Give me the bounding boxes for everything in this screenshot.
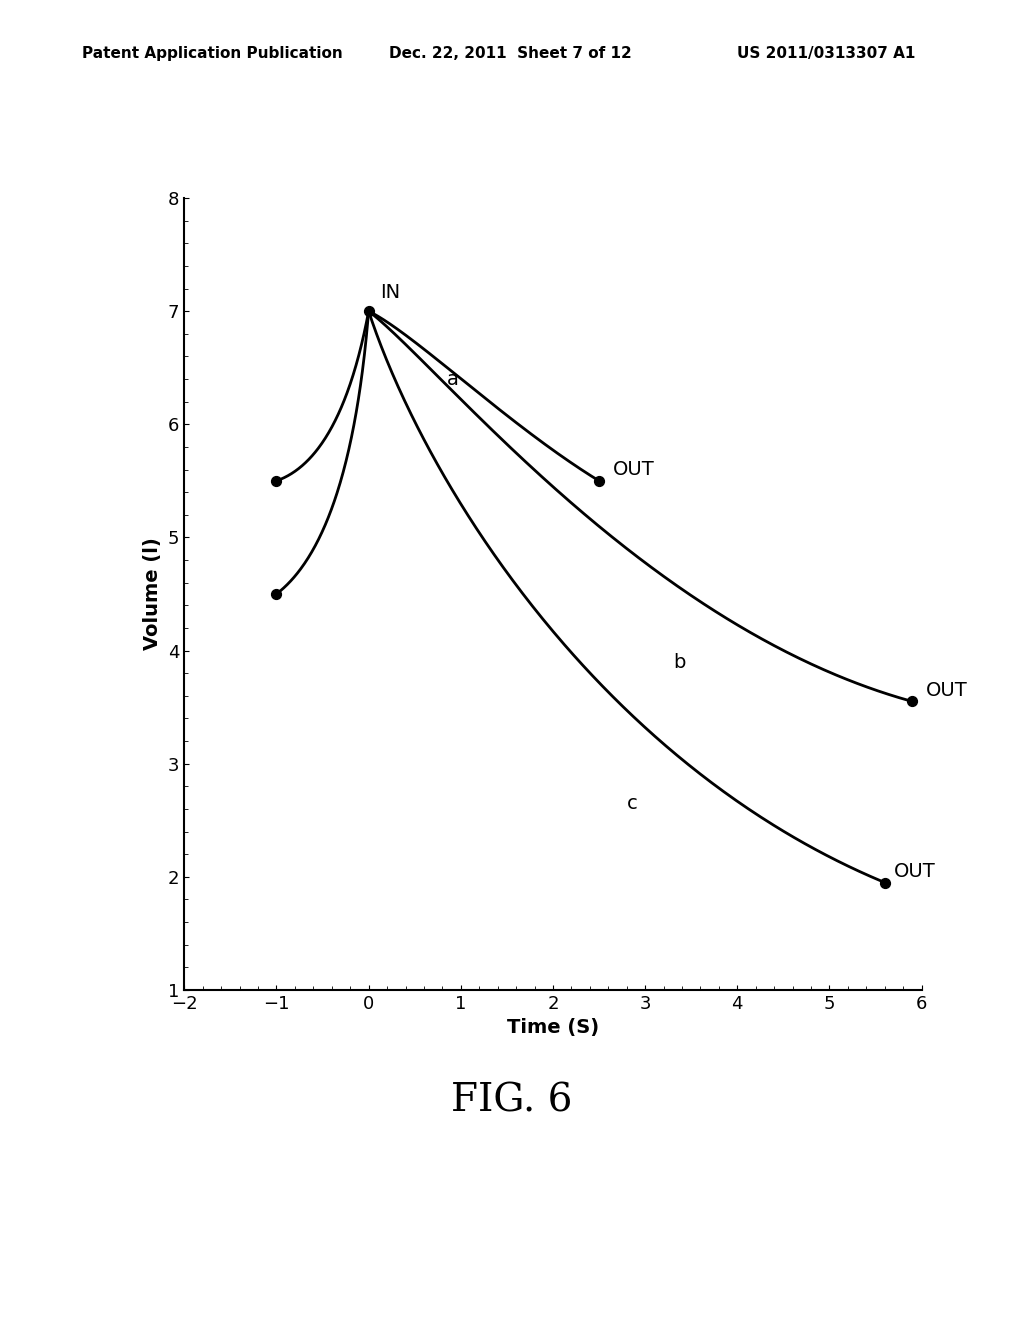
- Text: Patent Application Publication: Patent Application Publication: [82, 46, 343, 61]
- Text: OUT: OUT: [894, 862, 936, 880]
- Point: [904, 690, 921, 711]
- X-axis label: Time (S): Time (S): [507, 1019, 599, 1038]
- Y-axis label: Volume (l): Volume (l): [143, 537, 163, 651]
- Text: OUT: OUT: [926, 681, 968, 700]
- Text: b: b: [673, 652, 685, 672]
- Text: FIG. 6: FIG. 6: [452, 1082, 572, 1119]
- Point: [360, 301, 377, 322]
- Text: Dec. 22, 2011  Sheet 7 of 12: Dec. 22, 2011 Sheet 7 of 12: [389, 46, 632, 61]
- Text: US 2011/0313307 A1: US 2011/0313307 A1: [737, 46, 915, 61]
- Text: c: c: [627, 793, 637, 813]
- Point: [591, 470, 607, 491]
- Text: OUT: OUT: [612, 461, 654, 479]
- Text: a: a: [446, 370, 459, 388]
- Point: [877, 873, 893, 894]
- Text: IN: IN: [380, 282, 399, 301]
- Point: [268, 470, 285, 491]
- Point: [268, 583, 285, 605]
